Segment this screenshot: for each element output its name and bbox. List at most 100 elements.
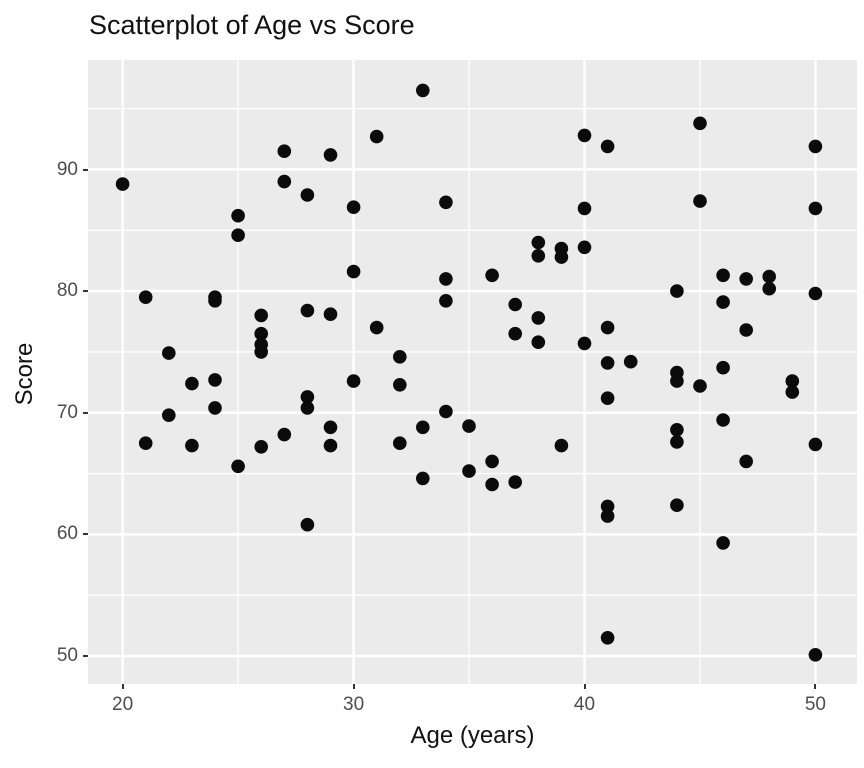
data-point [670, 498, 684, 512]
data-point [439, 294, 453, 308]
data-point [693, 194, 707, 208]
data-point [323, 148, 338, 162]
data-point [138, 290, 153, 304]
data-point [208, 401, 222, 415]
data-point [162, 346, 176, 360]
data-point [323, 307, 338, 321]
data-point [300, 303, 315, 318]
y-tick-mark [83, 655, 88, 657]
data-point [208, 294, 222, 308]
data-point [623, 354, 638, 369]
data-point [808, 437, 823, 452]
data-point [485, 477, 499, 492]
data-point [185, 438, 199, 453]
data-point [716, 536, 730, 550]
data-point [300, 188, 315, 202]
x-tick-mark [121, 684, 124, 689]
data-point [508, 297, 522, 312]
plot-panel [88, 60, 857, 684]
x-tick-label: 20 [112, 694, 134, 715]
data-point [323, 420, 338, 435]
data-point [462, 419, 476, 433]
data-point [277, 174, 292, 189]
data-point [208, 373, 222, 387]
data-point [254, 326, 268, 341]
data-point [600, 631, 615, 645]
data-point [277, 144, 292, 158]
data-point [577, 336, 592, 351]
data-point [300, 390, 315, 404]
data-point [254, 440, 268, 454]
data-point [716, 413, 730, 427]
data-point [277, 427, 292, 442]
y-axis-title: Score [11, 342, 38, 406]
data-point [808, 286, 823, 301]
data-point [485, 454, 499, 469]
data-point [231, 459, 245, 474]
data-point [577, 240, 592, 255]
data-point [369, 320, 384, 335]
data-point [346, 264, 361, 279]
y-tick-mark [83, 168, 88, 171]
data-point [162, 408, 176, 423]
data-point [508, 326, 522, 341]
data-point [739, 454, 753, 469]
y-tick-mark [83, 290, 88, 293]
data-point [254, 308, 268, 323]
data-point [531, 249, 546, 263]
data-point [416, 420, 430, 435]
data-point [577, 128, 592, 143]
data-point [670, 284, 684, 298]
y-tick-label: 60 [56, 523, 78, 545]
data-point [739, 272, 753, 286]
data-point [670, 435, 684, 449]
x-tick-label: 50 [804, 694, 826, 715]
data-point [600, 356, 615, 370]
x-tick-label: 40 [573, 694, 596, 715]
data-point [531, 235, 546, 250]
data-point [670, 423, 684, 437]
x-tick-mark [583, 684, 586, 689]
y-tick-label: 80 [56, 280, 78, 302]
y-tick-label: 90 [56, 158, 78, 180]
data-point [508, 475, 522, 489]
data-point [254, 345, 268, 359]
plot-svg [88, 60, 857, 684]
y-tick-mark [83, 533, 88, 536]
data-point [138, 436, 153, 451]
data-point [600, 320, 615, 335]
data-point [762, 281, 776, 296]
data-point [808, 201, 823, 216]
y-tick-mark [83, 411, 88, 414]
data-point [531, 311, 546, 325]
y-tick-label: 50 [56, 645, 78, 666]
y-tick-label: 70 [56, 401, 78, 423]
data-point [393, 350, 407, 364]
data-point [439, 195, 453, 210]
data-point [762, 269, 776, 284]
data-point [485, 268, 499, 283]
data-point [115, 177, 130, 191]
data-point [346, 374, 361, 388]
x-axis-title: Age (years) [410, 722, 535, 749]
chart-title: Scatterplot of Age vs Score [89, 10, 415, 40]
data-point [231, 228, 245, 242]
x-tick-mark [352, 684, 355, 689]
data-point [323, 438, 338, 453]
data-point [716, 268, 730, 283]
data-point [416, 83, 430, 98]
data-point [393, 436, 407, 451]
data-point [785, 385, 800, 399]
data-point [416, 471, 430, 486]
data-point [393, 378, 407, 392]
x-tick-mark [814, 684, 817, 689]
data-point [670, 374, 684, 388]
data-point [785, 374, 800, 388]
data-point [808, 139, 823, 154]
data-point [716, 295, 730, 309]
data-point [600, 499, 615, 514]
x-tick-label: 30 [343, 694, 365, 715]
data-point [739, 323, 753, 337]
data-point [531, 335, 546, 350]
